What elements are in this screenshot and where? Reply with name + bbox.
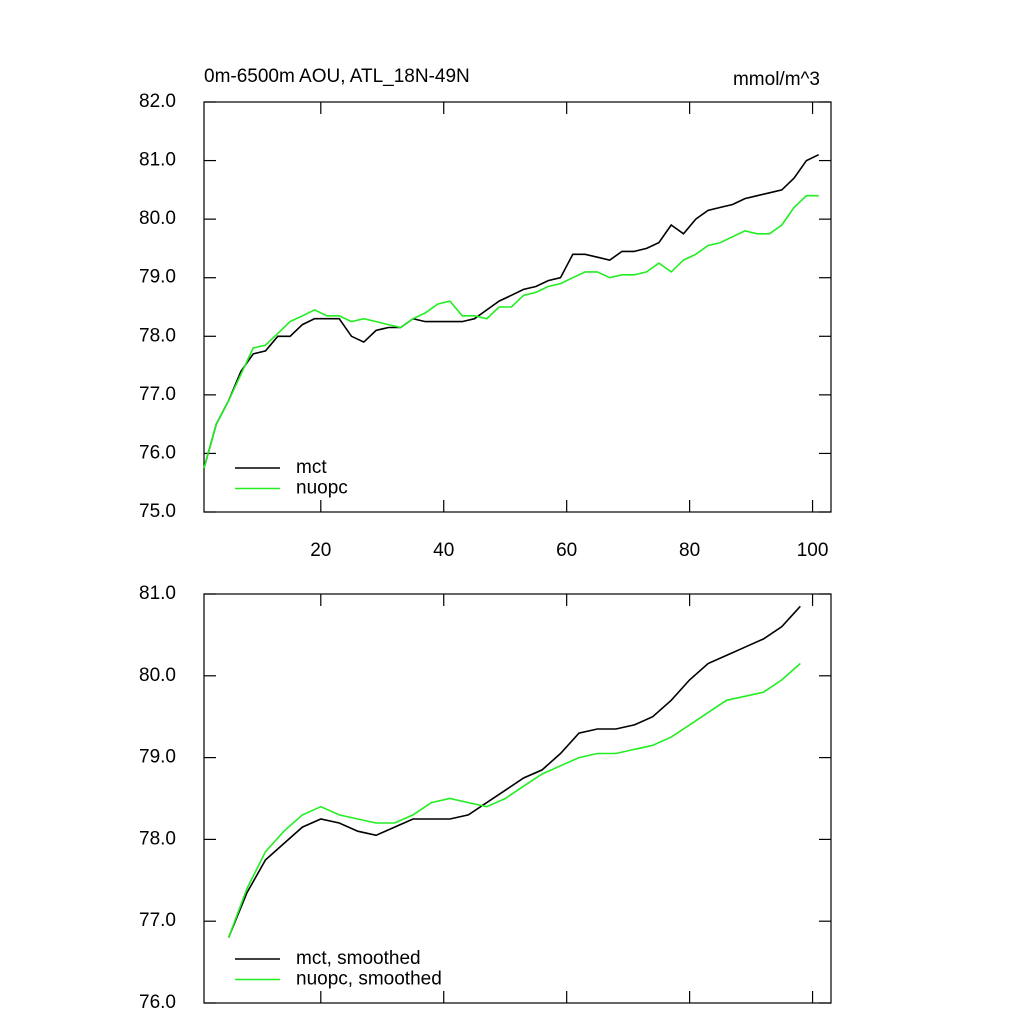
legend-label: mct, smoothed <box>296 948 421 969</box>
x-tick-label: 20 <box>310 540 331 561</box>
y-tick-label: 76.0 <box>139 992 176 1013</box>
x-tick-label: 80 <box>679 540 700 561</box>
y-tick-label: 81.0 <box>139 150 176 171</box>
y-tick-label: 77.0 <box>139 384 176 405</box>
y-tick-label: 79.0 <box>139 267 176 288</box>
y-tick-label: 76.0 <box>139 442 176 463</box>
y-tick-label: 77.0 <box>139 910 176 931</box>
series-line <box>203 153 820 469</box>
plot-frame <box>203 101 832 513</box>
y-tick-label: 78.0 <box>139 828 176 849</box>
series-line <box>203 194 819 469</box>
y-tick-label: 79.0 <box>139 747 176 768</box>
plot-frame <box>203 593 832 1004</box>
y-tick-label: 80.0 <box>139 665 176 686</box>
x-tick-label: 60 <box>556 540 577 561</box>
x-tick-label: 100 <box>797 540 829 561</box>
units-label: mmol/m^3 <box>733 69 820 90</box>
series-line <box>227 605 801 938</box>
series-line <box>227 662 801 938</box>
legend-label: nuopc <box>296 478 348 499</box>
x-tick-label: 40 <box>433 540 454 561</box>
y-tick-label: 82.0 <box>139 91 176 112</box>
y-tick-label: 75.0 <box>139 501 176 522</box>
y-tick-label: 81.0 <box>139 583 176 604</box>
legend-label: nuopc, smoothed <box>296 969 442 990</box>
y-tick-label: 80.0 <box>139 208 176 229</box>
y-tick-label: 78.0 <box>139 325 176 346</box>
legend-label: mct <box>296 457 327 478</box>
chart-title: 0m-6500m AOU, ATL_18N-49N <box>204 66 470 87</box>
